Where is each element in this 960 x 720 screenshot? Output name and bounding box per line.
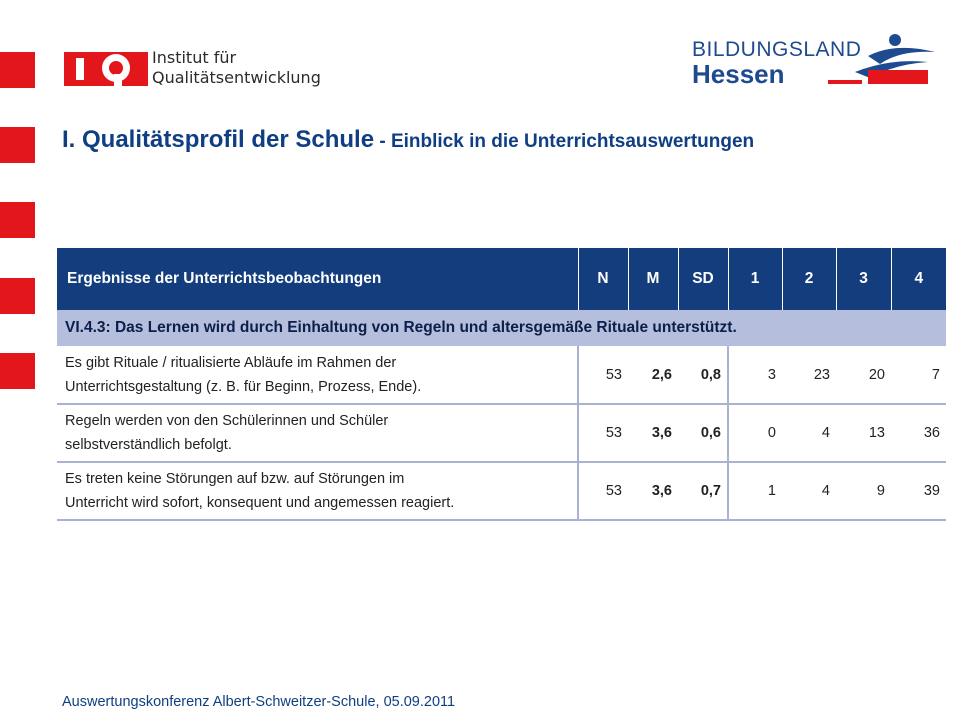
side-bar-2 — [0, 127, 35, 163]
page-title-sep: - — [374, 131, 391, 152]
footer-text: Auswertungskonferenz Albert-Schweitzer-S… — [62, 694, 456, 710]
cell-n: 53 — [577, 346, 628, 405]
header-n: N — [578, 248, 629, 310]
hessen-logo-icon — [828, 34, 935, 84]
statement-line1: Es gibt Rituale / ritualisierte Abläufe … — [65, 355, 397, 371]
cell-2: 4 — [782, 462, 836, 521]
cell-2: 4 — [782, 404, 836, 463]
side-bar-3 — [0, 202, 35, 238]
statement-line2: selbstverständlich befolgt. — [65, 437, 232, 453]
cell-m: 2,6 — [628, 346, 678, 405]
section-row: VI.4.3: Das Lernen wird durch Einhaltung… — [57, 310, 946, 347]
cell-m: 3,6 — [628, 462, 678, 521]
statement-line2: Unterrichtsgestaltung (z. B. für Beginn,… — [65, 379, 422, 395]
header-sd: SD — [678, 248, 729, 310]
iq-line1: Institut für — [152, 48, 237, 67]
cell-sd: 0,7 — [678, 462, 728, 521]
hessen-logo-line1: BILDUNGSLAND — [692, 38, 862, 61]
hessen-logo-line2: Hessen — [692, 59, 785, 89]
cell-sd: 0,8 — [678, 346, 728, 405]
section-label: VI.4.3: Das Lernen wird durch Einhaltung… — [57, 310, 946, 347]
iq-logo-text: Institut für Qualitätsentwicklung — [152, 48, 321, 88]
header-4: 4 — [891, 248, 946, 310]
cell-3: 20 — [836, 346, 891, 405]
statement-line1: Es treten keine Störungen auf bzw. auf S… — [65, 471, 405, 487]
header-3: 3 — [836, 248, 892, 310]
table-row: Es gibt Rituale / ritualisierte Abläufe … — [57, 346, 946, 405]
cell-sd: 0,6 — [678, 404, 728, 463]
side-bar-5 — [0, 353, 35, 389]
iq-logo-icon — [62, 46, 302, 92]
cell-4: 36 — [891, 404, 946, 463]
cell-1: 1 — [727, 462, 782, 521]
statement-line2: Unterricht wird sofort, konsequent und a… — [65, 495, 455, 511]
cell-3: 9 — [836, 462, 891, 521]
header-2: 2 — [782, 248, 837, 310]
cell-2: 23 — [782, 346, 836, 405]
table-row: Es treten keine Störungen auf bzw. auf S… — [57, 462, 946, 521]
cell-1: 3 — [727, 346, 782, 405]
iq-line2: Qualitätsentwicklung — [152, 68, 321, 87]
results-table: Ergebnisse der Unterrichtsbeobachtungen … — [57, 248, 946, 521]
cell-m: 3,6 — [628, 404, 678, 463]
cell-n: 53 — [577, 462, 628, 521]
cell-4: 7 — [891, 346, 946, 405]
page-title-sub: Einblick in die Unterrichtsauswertungen — [390, 131, 755, 152]
statement-cell: Es treten keine Störungen auf bzw. auf S… — [57, 462, 578, 521]
side-bar-4 — [0, 278, 35, 314]
cell-4: 39 — [891, 462, 946, 521]
table-row: Regeln werden von den Schülerinnen und S… — [57, 404, 946, 463]
cell-3: 13 — [836, 404, 891, 463]
statement-cell: Regeln werden von den Schülerinnen und S… — [57, 404, 578, 463]
page-title: I. Qualitätsprofil der Schule - Einblick… — [62, 126, 754, 154]
header-1: 1 — [728, 248, 783, 310]
statement-line1: Regeln werden von den Schülerinnen und S… — [65, 413, 389, 429]
cell-n: 53 — [577, 404, 628, 463]
cell-1: 0 — [727, 404, 782, 463]
header-m: M — [628, 248, 679, 310]
statement-cell: Es gibt Rituale / ritualisierte Abläufe … — [57, 346, 578, 405]
table-header-row: Ergebnisse der Unterrichtsbeobachtungen … — [57, 248, 946, 310]
header-results: Ergebnisse der Unterrichtsbeobachtungen — [57, 248, 579, 310]
side-bar-1 — [0, 52, 35, 88]
page-title-main: I. Qualitätsprofil der Schule — [62, 126, 375, 153]
